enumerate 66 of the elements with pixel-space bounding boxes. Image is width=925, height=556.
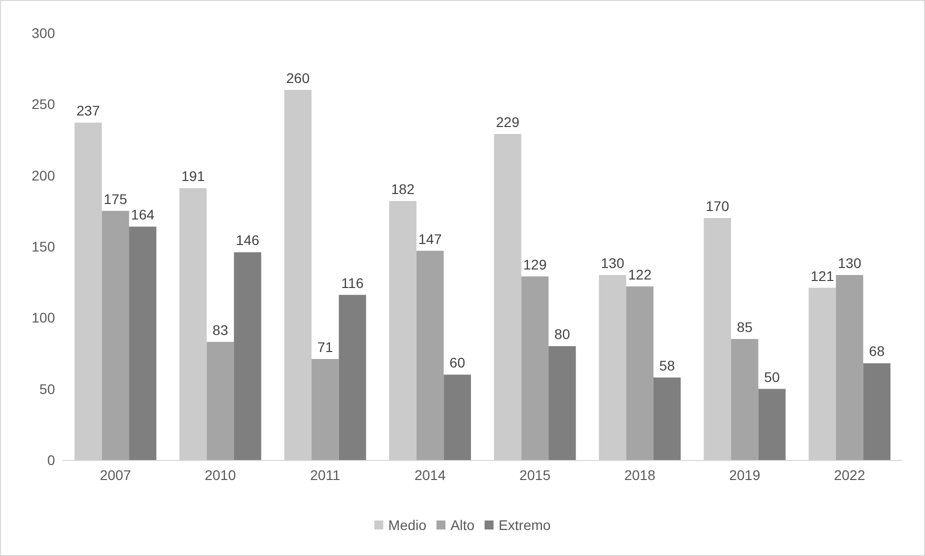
data-label: 146 [236, 232, 260, 248]
bar [284, 90, 312, 460]
bar [129, 226, 156, 460]
y-tick-label: 300 [32, 25, 56, 41]
data-label: 71 [317, 338, 334, 355]
bar [626, 286, 654, 460]
bar [312, 358, 339, 460]
data-label: 68 [869, 343, 885, 360]
y-tick-label: 0 [47, 452, 56, 468]
data-label: 130 [600, 254, 624, 271]
data-label: 260 [286, 70, 310, 86]
bar [179, 188, 207, 460]
x-tick-label: 2014 [414, 467, 446, 483]
data-label: 130 [838, 254, 862, 271]
data-label: 147 [418, 230, 442, 247]
bar [548, 346, 576, 460]
bar [731, 339, 758, 460]
bar [808, 288, 836, 460]
bar [704, 218, 732, 460]
data-label: 129 [523, 256, 547, 272]
y-tick-label: 200 [32, 167, 56, 184]
data-label: 60 [450, 354, 466, 371]
x-tick-label: 2015 [519, 467, 551, 483]
bar [338, 294, 366, 460]
data-label: 237 [76, 102, 100, 119]
data-label: 121 [810, 268, 834, 284]
data-label: 122 [628, 266, 652, 282]
bar [598, 274, 626, 460]
data-label: 50 [764, 368, 780, 385]
bar [863, 363, 890, 460]
y-tick-label: 50 [39, 380, 56, 397]
bar [74, 122, 102, 460]
legend-label: Extremo [498, 517, 551, 533]
legend-label: Medio [388, 517, 427, 533]
bar [836, 274, 864, 460]
data-label: 116 [341, 274, 364, 291]
data-label: 229 [496, 114, 520, 130]
data-label: 182 [391, 180, 415, 197]
bar [102, 210, 130, 460]
bar [494, 134, 522, 460]
x-tick-label: 2019 [729, 467, 760, 483]
x-tick-label: 2010 [204, 467, 236, 483]
data-label: 85 [736, 319, 753, 336]
bar [444, 374, 471, 460]
data-label: 164 [131, 206, 155, 223]
y-tick-label: 250 [32, 96, 56, 112]
x-tick-label: 2022 [834, 467, 866, 483]
bar [758, 388, 786, 460]
bar [234, 252, 262, 460]
bar [653, 377, 681, 460]
bar [521, 276, 549, 460]
bar [206, 342, 234, 460]
y-tick-label: 150 [32, 238, 56, 254]
x-tick-label: 2018 [624, 467, 656, 483]
bar [389, 200, 416, 460]
x-tick-label: 2011 [310, 467, 340, 483]
data-label: 175 [104, 190, 128, 207]
legend-label: Alto [450, 517, 475, 533]
data-label: 58 [659, 357, 676, 374]
data-label: 83 [212, 322, 228, 338]
x-tick-label: 2007 [100, 467, 132, 483]
bar [416, 250, 444, 460]
data-label: 170 [706, 198, 730, 214]
data-label: 191 [181, 168, 205, 184]
data-label: 80 [554, 326, 570, 342]
y-tick-label: 100 [32, 310, 56, 326]
